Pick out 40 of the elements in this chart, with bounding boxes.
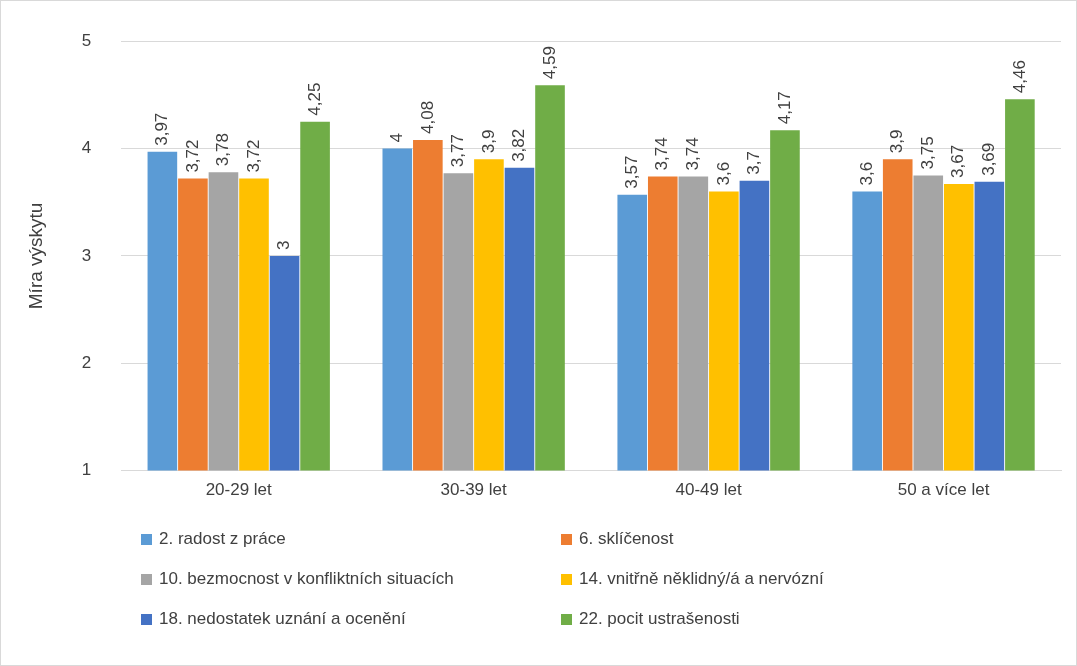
x-tick-label: 40-49 let — [675, 480, 742, 500]
legend-label: 2. radost z práce — [159, 529, 286, 549]
x-tick-label: 20-29 let — [205, 480, 273, 500]
data-label: 3,6 — [713, 161, 733, 186]
y-tick-label: 3 — [81, 245, 92, 265]
data-label: 3,74 — [652, 137, 672, 171]
data-label: 3,97 — [152, 112, 172, 146]
data-label: 4 — [386, 133, 406, 143]
data-label: 3,72 — [182, 139, 202, 173]
data-label: 3,57 — [621, 155, 641, 189]
data-label: 4,25 — [304, 82, 324, 116]
data-label: 4,17 — [774, 91, 794, 125]
legend-label: 10. bezmocnost v konfliktních situacích — [159, 569, 454, 589]
y-tick-label: 4 — [81, 138, 92, 158]
data-label: 3,9 — [478, 129, 498, 154]
data-label: 3,72 — [243, 139, 263, 173]
x-tick-label: 30-39 let — [440, 480, 508, 500]
data-label: 3,67 — [948, 144, 968, 178]
legend-label: 6. sklíčenost — [579, 529, 674, 549]
data-label: 3 — [274, 240, 294, 250]
data-label: 3,7 — [744, 151, 764, 175]
data-label: 3,82 — [509, 128, 529, 162]
legend-label: 22. pocit ustrašenosti — [579, 609, 740, 629]
data-label: 3,69 — [979, 142, 999, 176]
y-axis-title: Míra výskytu — [24, 202, 46, 310]
data-label: 4,59 — [539, 46, 559, 80]
data-label: 3,6 — [856, 161, 876, 186]
y-tick-label: 2 — [81, 352, 92, 372]
y-tick-label: 1 — [81, 460, 92, 480]
data-label: 3,74 — [683, 137, 703, 171]
legend-label: 14. vnitřně něklidný/á a nervózní — [579, 569, 824, 589]
y-tick-label: 5 — [81, 30, 92, 50]
data-label: 4,08 — [417, 100, 437, 134]
data-label: 3,78 — [213, 133, 233, 167]
data-label: 3,9 — [887, 129, 907, 154]
data-label: 3,75 — [917, 136, 937, 170]
legend-label: 18. nedostatek uznání a ocenění — [159, 609, 406, 629]
x-tick-label: 50 a více let — [897, 480, 990, 500]
data-label: 4,46 — [1009, 60, 1029, 94]
data-label: 3,77 — [448, 134, 468, 168]
